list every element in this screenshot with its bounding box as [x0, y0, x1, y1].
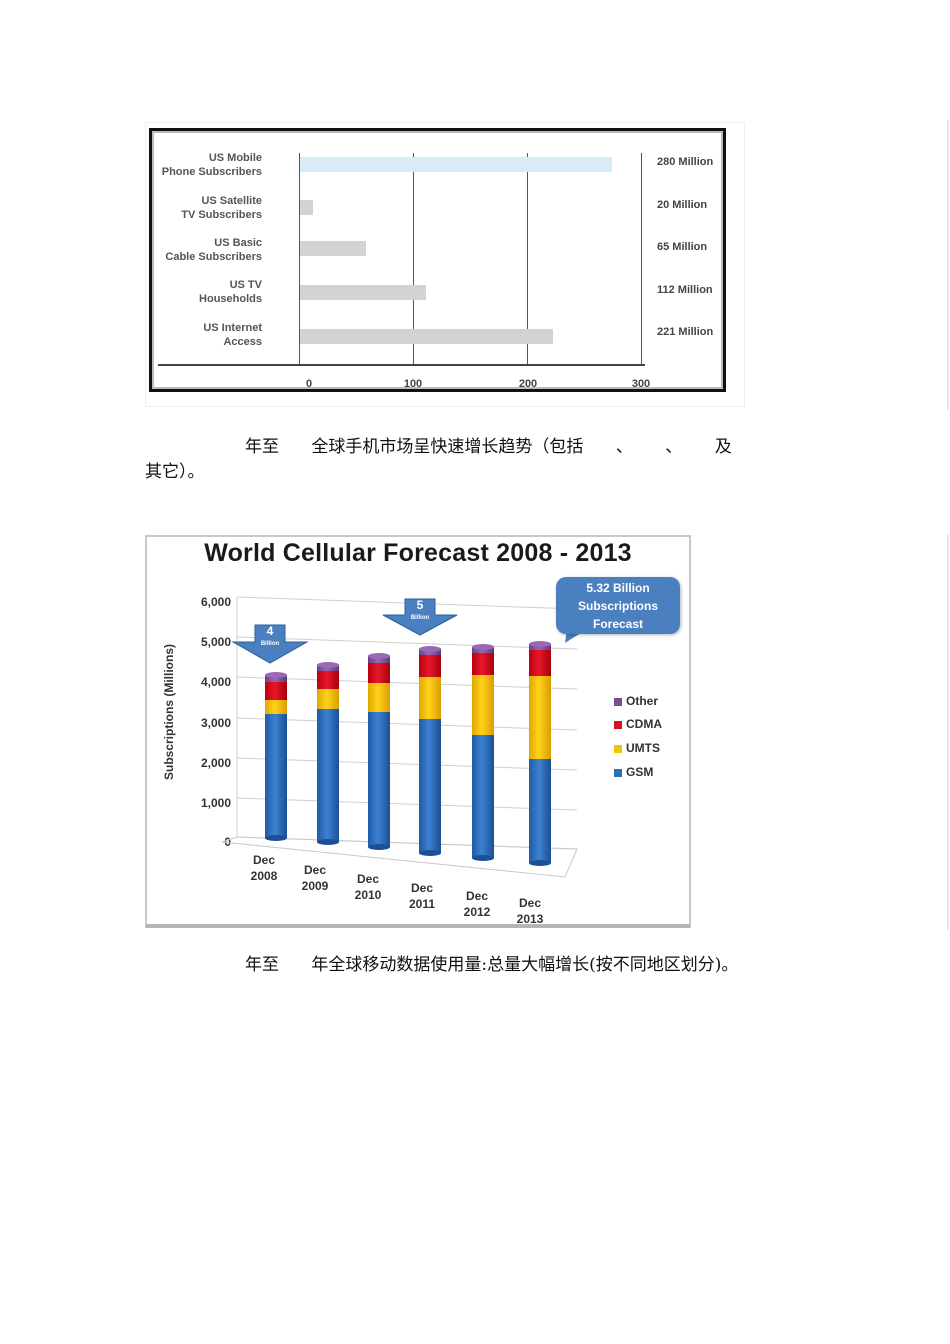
value-label: 280 Million — [657, 156, 714, 168]
row-label: US TV Households — [199, 279, 262, 305]
x-tick: 0 — [305, 378, 313, 390]
x-tick: Dec 2008 — [250, 853, 278, 883]
legend-gsm: GSM — [614, 765, 653, 779]
arrow-5-billion-icon — [382, 598, 458, 636]
chart-frame: US Mobile Phone Subscribers US Satellite T… — [149, 128, 726, 392]
row-label: US Basic Cable Subscribers — [165, 237, 262, 263]
y-tick: 5,000 — [200, 635, 231, 649]
x-tick: 200 — [518, 378, 538, 390]
callout-line-2: Subscriptions — [577, 599, 658, 613]
x-axis-line — [158, 364, 645, 366]
value-label: 112 Million — [657, 284, 713, 296]
arrow-4-number: 4 — [266, 624, 274, 638]
x-tick: Dec 2009 — [301, 863, 329, 893]
x-tick: Dec 2013 — [516, 896, 544, 926]
paragraph-2-line-1: 年至 年全球移动数据使用量:总量大幅增长(按不同地区划分)。 — [245, 955, 739, 975]
stacked-cylinders — [265, 641, 551, 866]
bar-satellite-tv — [300, 200, 313, 215]
y-tick: 2,000 — [200, 756, 231, 770]
bar-tv-households — [300, 285, 426, 300]
arrow-4-billion-icon — [231, 624, 309, 664]
value-label: 65 Million — [657, 241, 708, 253]
x-tick: 100 — [403, 378, 423, 390]
us-subscribers-chart: US Mobile Phone Subscribers US Satellite T… — [145, 122, 745, 407]
arrow-5-number: 5 — [416, 598, 424, 612]
value-label: 20 Million — [657, 199, 708, 211]
gridline-300 — [641, 153, 642, 365]
page-edge — [947, 535, 949, 930]
chart-title: World Cellular Forecast 2008 - 2013 — [204, 539, 632, 567]
arrow-5-unit: Billion — [410, 615, 430, 621]
bar-internet-access — [300, 329, 553, 344]
gridline-200 — [527, 153, 528, 365]
legend-swatch-icon — [614, 697, 622, 706]
legend-cdma: CDMA — [614, 717, 662, 731]
forecast-callout: 5.32 Billion Subscriptions Forecast — [556, 577, 680, 634]
paragraph-1-line-1: 年至 全球手机市场呈快速增长趋势（包括 、 、 及 — [245, 437, 732, 457]
legend-umts: UMTS — [614, 741, 660, 755]
x-tick: 300 — [631, 378, 651, 390]
bar-basic-cable — [300, 241, 366, 256]
y-tick: 1,000 — [200, 796, 231, 810]
legend-swatch-icon — [614, 720, 622, 729]
callout-line-1: 5.32 Billion — [586, 581, 650, 595]
x-tick: Dec 2010 — [354, 872, 382, 902]
paragraph-1-line-2: 其它）。 — [145, 462, 205, 482]
y-tick: 4,000 — [200, 675, 231, 689]
gridline-100 — [413, 153, 414, 365]
y-tick: 6,000 — [200, 595, 231, 609]
x-tick: Dec 2012 — [463, 889, 491, 919]
row-label: US Internet Access — [203, 322, 262, 348]
plot-area — [221, 596, 587, 878]
callout-line-3: Forecast — [592, 617, 644, 631]
y-tick: 3,000 — [200, 716, 231, 730]
legend-swatch-icon — [614, 768, 622, 777]
row-label: US Satellite TV Subscribers — [181, 195, 262, 221]
world-cellular-forecast-chart: World Cellular Forecast 2008 - 2013 Subs… — [145, 535, 691, 928]
row-label: US Mobile Phone Subscribers — [161, 152, 262, 178]
bar-mobile-phone — [300, 157, 612, 172]
gridline-0 — [299, 153, 300, 365]
value-label: 221 Million — [657, 326, 714, 338]
legend-swatch-icon — [614, 744, 622, 753]
y-tick: 0 — [224, 835, 231, 849]
arrow-4-unit: Billion — [260, 641, 280, 647]
x-tick: Dec 2011 — [408, 881, 436, 911]
page-edge — [947, 120, 949, 410]
legend-other: Other — [614, 694, 658, 708]
